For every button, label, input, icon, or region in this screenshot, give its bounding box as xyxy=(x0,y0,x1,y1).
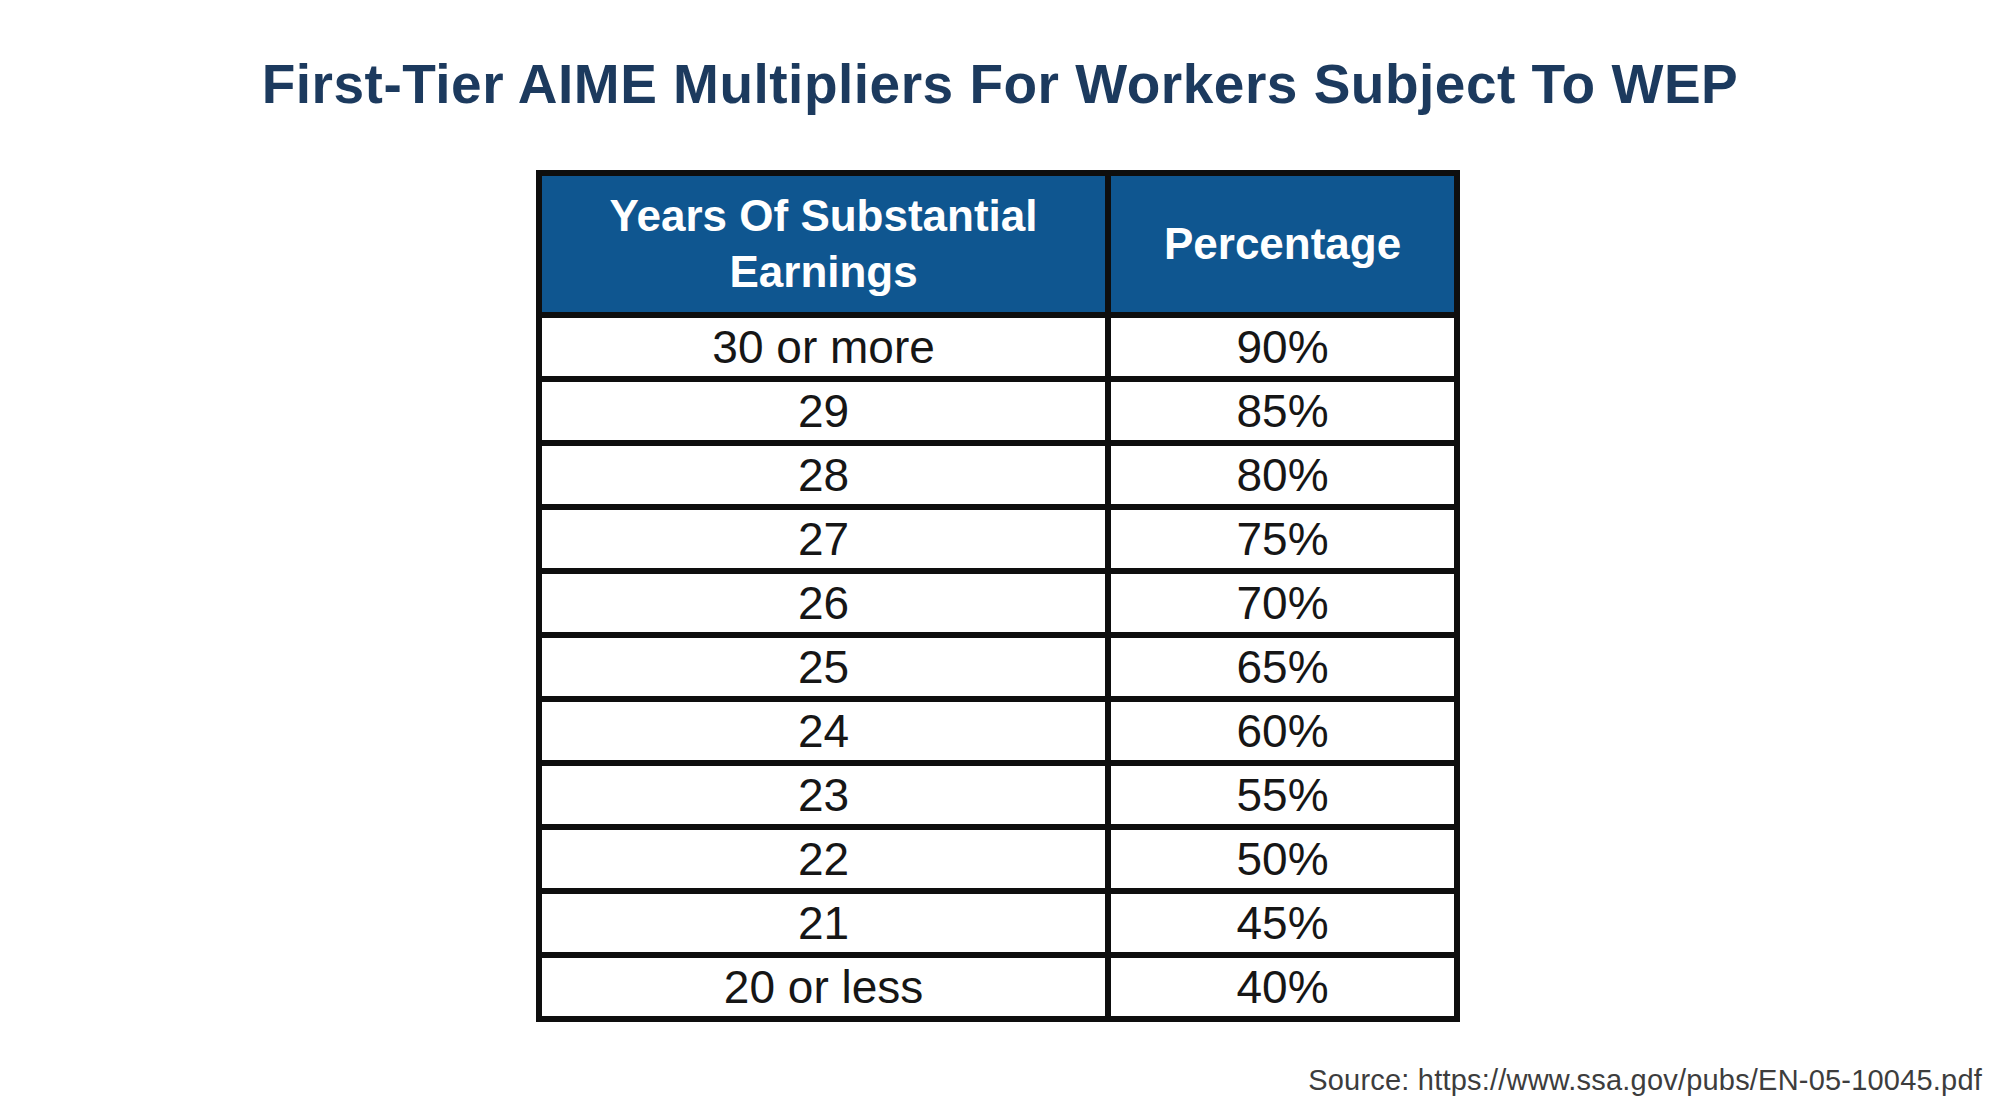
infographic-canvas: First-Tier AIME Multipliers For Workers … xyxy=(0,0,2000,1110)
column-header-percentage: Percentage xyxy=(1108,173,1457,315)
table-row: 2565% xyxy=(539,635,1457,699)
table-row: 2775% xyxy=(539,507,1457,571)
column-header-years-of-substantial-earnings: Years Of Substantial Earnings xyxy=(539,173,1108,315)
years-cell: 21 xyxy=(539,891,1108,955)
source-citation: Source: https://www.ssa.gov/pubs/EN-05-1… xyxy=(1308,1064,1982,1097)
years-cell: 29 xyxy=(539,379,1108,443)
table-row: 2460% xyxy=(539,699,1457,763)
table-row: 2250% xyxy=(539,827,1457,891)
years-cell: 30 or more xyxy=(539,315,1108,379)
percentage-cell: 80% xyxy=(1108,443,1457,507)
table-row: 2355% xyxy=(539,763,1457,827)
table-row: 20 or less40% xyxy=(539,955,1457,1019)
table-row: 2670% xyxy=(539,571,1457,635)
years-cell: 28 xyxy=(539,443,1108,507)
years-cell: 26 xyxy=(539,571,1108,635)
table-row: 2145% xyxy=(539,891,1457,955)
years-cell: 23 xyxy=(539,763,1108,827)
percentage-cell: 75% xyxy=(1108,507,1457,571)
percentage-cell: 70% xyxy=(1108,571,1457,635)
percentage-cell: 60% xyxy=(1108,699,1457,763)
percentage-cell: 50% xyxy=(1108,827,1457,891)
table-header-row: Years Of Substantial Earnings Percentage xyxy=(539,173,1457,315)
percentage-cell: 40% xyxy=(1108,955,1457,1019)
table-row: 2985% xyxy=(539,379,1457,443)
years-cell: 22 xyxy=(539,827,1108,891)
page-title: First-Tier AIME Multipliers For Workers … xyxy=(0,52,2000,116)
table-body: 30 or more90%2985%2880%2775%2670%2565%24… xyxy=(539,315,1457,1019)
table-row: 2880% xyxy=(539,443,1457,507)
percentage-cell: 45% xyxy=(1108,891,1457,955)
percentage-cell: 90% xyxy=(1108,315,1457,379)
percentage-cell: 55% xyxy=(1108,763,1457,827)
percentage-cell: 65% xyxy=(1108,635,1457,699)
years-cell: 27 xyxy=(539,507,1108,571)
table-row: 30 or more90% xyxy=(539,315,1457,379)
years-cell: 25 xyxy=(539,635,1108,699)
years-cell: 20 or less xyxy=(539,955,1108,1019)
aime-multipliers-table: Years Of Substantial Earnings Percentage… xyxy=(536,170,1460,1022)
years-cell: 24 xyxy=(539,699,1108,763)
percentage-cell: 85% xyxy=(1108,379,1457,443)
